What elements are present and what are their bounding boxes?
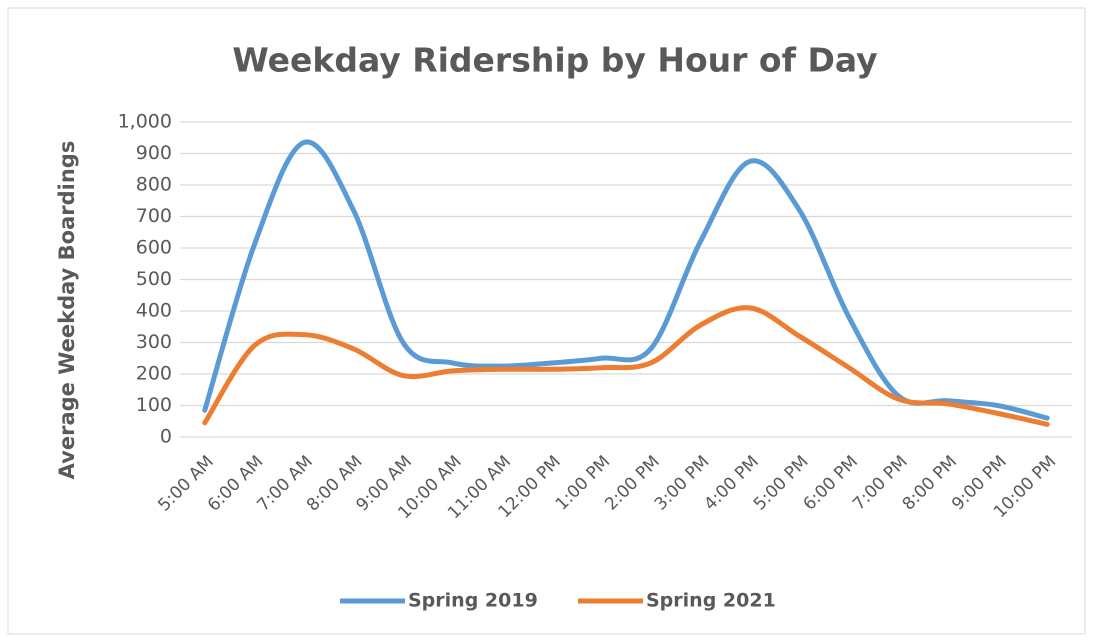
y-tick-label: 900	[136, 142, 172, 164]
legend-label: Spring 2019	[408, 590, 538, 612]
y-tick-label: 600	[136, 237, 172, 259]
legend-label: Spring 2021	[646, 590, 776, 612]
y-axis-label: Average Weekday Boardings	[55, 141, 79, 480]
series-line	[202, 305, 1050, 427]
y-tick-label: 300	[136, 331, 172, 353]
y-tick-label: 1,000	[118, 111, 172, 133]
y-tick-label: 0	[160, 426, 172, 448]
y-tick-label: 200	[136, 363, 172, 385]
y-tick-label: 800	[136, 174, 172, 196]
y-tick-label: 700	[136, 205, 172, 227]
chart-title: Weekday Ridership by Hour of Day	[232, 41, 877, 80]
y-tick-label: 500	[136, 268, 172, 290]
series-line	[202, 139, 1050, 421]
y-tick-label: 400	[136, 300, 172, 322]
chart-border	[7, 7, 1086, 635]
y-tick-label: 100	[136, 394, 172, 416]
